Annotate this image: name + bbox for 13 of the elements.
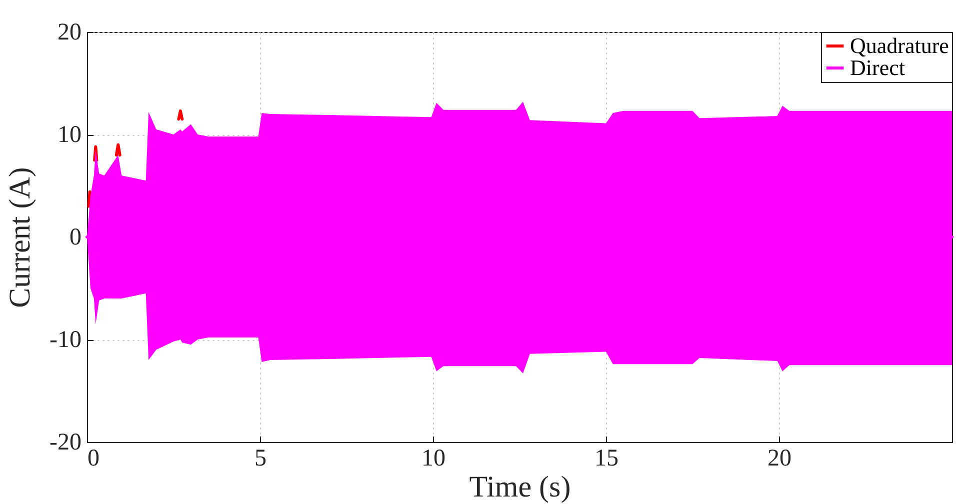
x-tick-label: 20 — [768, 446, 792, 472]
legend-label: Quadrature — [850, 33, 949, 58]
y-tick-label: 0 — [70, 224, 82, 250]
y-axis-title: Current (A) — [4, 167, 37, 308]
y-tick-label: -20 — [50, 430, 82, 456]
y-tick-label: -10 — [50, 327, 82, 353]
x-axis-title: Time (s) — [469, 470, 571, 504]
y-tick-label: 20 — [58, 20, 82, 46]
x-tick-label: 15 — [594, 446, 618, 472]
x-tick-label: 10 — [422, 446, 446, 472]
y-tick-label: 10 — [58, 122, 82, 148]
x-tick-label: 0 — [88, 446, 100, 472]
x-tick-label: 5 — [254, 446, 266, 472]
